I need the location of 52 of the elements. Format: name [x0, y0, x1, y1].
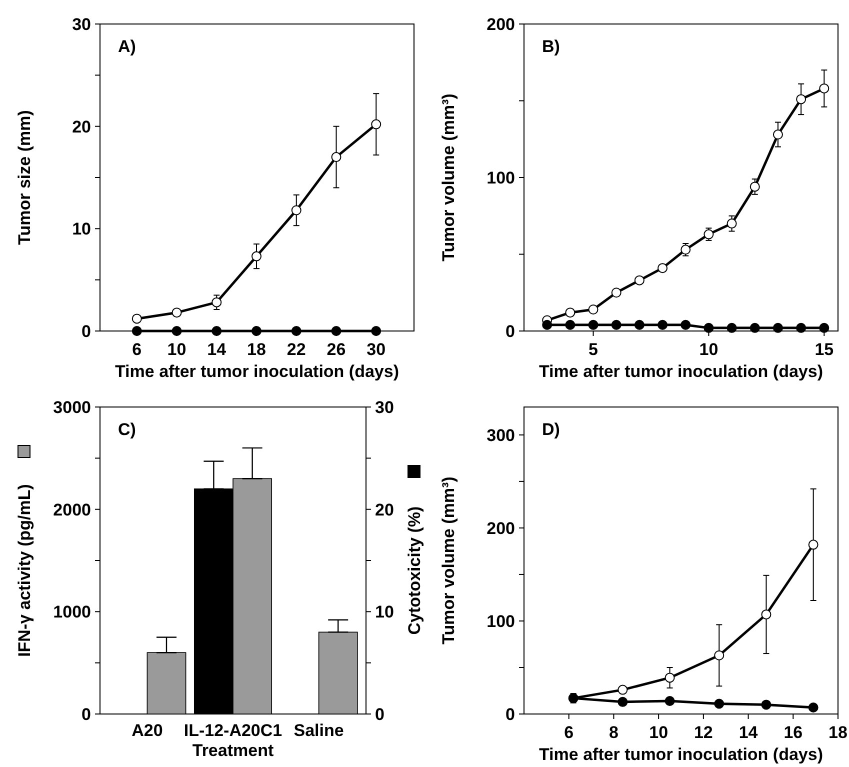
- x-axis-title: Treatment: [192, 741, 274, 760]
- y-tick-label: 30: [72, 14, 91, 34]
- text: B): [542, 37, 560, 56]
- x-axis-title: Time after tumor inoculation (days): [538, 745, 824, 764]
- y2-tick-label: 20: [375, 500, 394, 520]
- x-tick-label: Saline: [294, 721, 344, 740]
- y-tick-label: 0: [82, 704, 91, 724]
- x-tick-label: 10: [699, 340, 718, 359]
- x-tick-label: A20: [132, 721, 163, 740]
- x-tick-label: 26: [326, 340, 346, 359]
- y-tick-label: 100: [486, 612, 515, 631]
- y-axis-title: Tumor volume (mm³): [438, 94, 458, 262]
- y2-tick-label: 30: [375, 398, 394, 417]
- y-tick-label: 200: [486, 14, 515, 34]
- x-tick-label: 6: [132, 340, 142, 359]
- x-axis-title: Time after tumor inoculation (days): [114, 362, 400, 381]
- text: A): [118, 37, 136, 56]
- y2-axis-title: Cytotoxicity (%): [404, 506, 424, 635]
- x-tick-label: 16: [784, 723, 803, 742]
- y2-tick-label: 10: [375, 602, 394, 622]
- x-tick-label: 22: [286, 340, 306, 359]
- x-tick-label: IL-12-A20C1: [184, 721, 282, 740]
- x-tick-label: 10: [649, 723, 668, 742]
- y-tick-label: 2000: [53, 500, 91, 520]
- x-tick-label: 14: [738, 723, 758, 742]
- y-tick-label: 300: [486, 426, 515, 445]
- x-tick-label: 12: [694, 723, 713, 742]
- x-tick-label: 5: [588, 340, 598, 359]
- y-tick-label: 0: [506, 704, 515, 724]
- y-axis-title: Tumor volume (mm³): [438, 476, 458, 644]
- x-tick-label: 14: [207, 340, 227, 359]
- y-tick-label: 1000: [53, 602, 91, 622]
- x-tick-label: 6: [564, 723, 574, 742]
- y-axis-title: IFN-γ activity (pg/mL): [14, 484, 34, 657]
- y-axis-title: Tumor size (mm): [14, 110, 34, 245]
- x-tick-label: 18: [247, 340, 266, 359]
- y-tick-label: 10: [72, 220, 91, 239]
- x-tick-label: 10: [167, 340, 186, 359]
- y-tick-label: 20: [72, 117, 91, 136]
- y-tick-label: 100: [486, 168, 515, 188]
- text: C): [118, 420, 136, 439]
- x-tick-label: 15: [814, 340, 834, 359]
- x-tick-label: 30: [366, 340, 386, 359]
- x-axis-title: Time after tumor inoculation (days): [538, 362, 824, 381]
- y-tick-label: 0: [506, 322, 515, 341]
- y-tick-label: 0: [82, 322, 91, 341]
- y-tick-label: 3000: [53, 398, 91, 417]
- text: D): [542, 420, 560, 439]
- y-tick-label: 200: [486, 518, 515, 538]
- y2-tick-label: 0: [375, 704, 384, 724]
- x-tick-label: 8: [608, 723, 618, 742]
- x-tick-label: 18: [828, 723, 848, 742]
